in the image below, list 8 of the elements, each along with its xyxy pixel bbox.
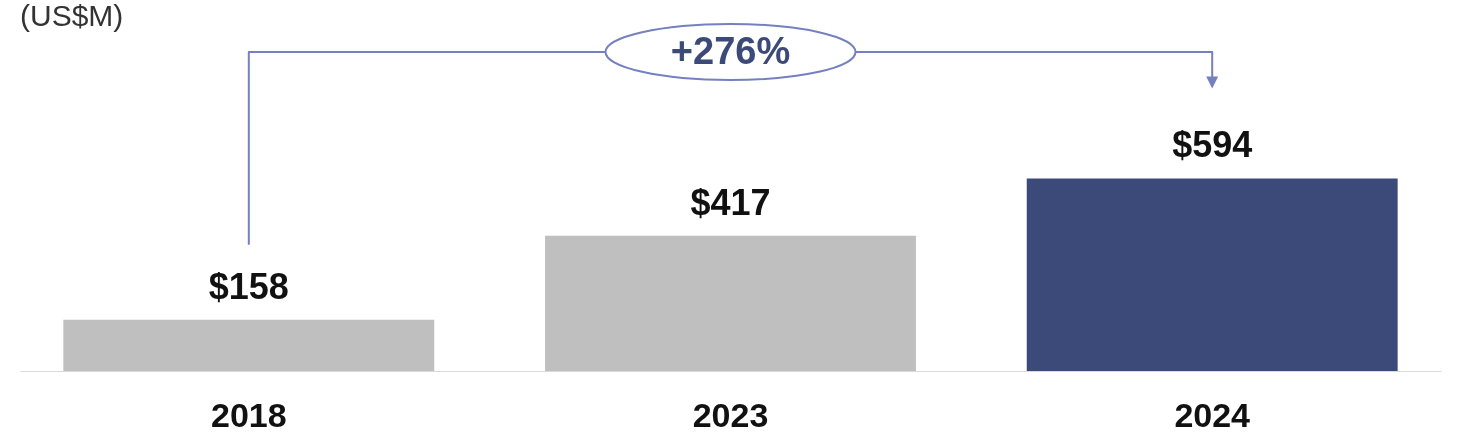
data-label: $417 [690,181,771,223]
data-label: $594 [1172,124,1253,166]
x-tick-label: 2024 [1174,395,1251,434]
x-tick-label: 2018 [210,395,287,434]
text: +276% [670,30,791,72]
chart-title: (US$M) [20,0,124,32]
x-tick-label: 2023 [692,395,769,434]
data-label: $158 [208,265,289,307]
